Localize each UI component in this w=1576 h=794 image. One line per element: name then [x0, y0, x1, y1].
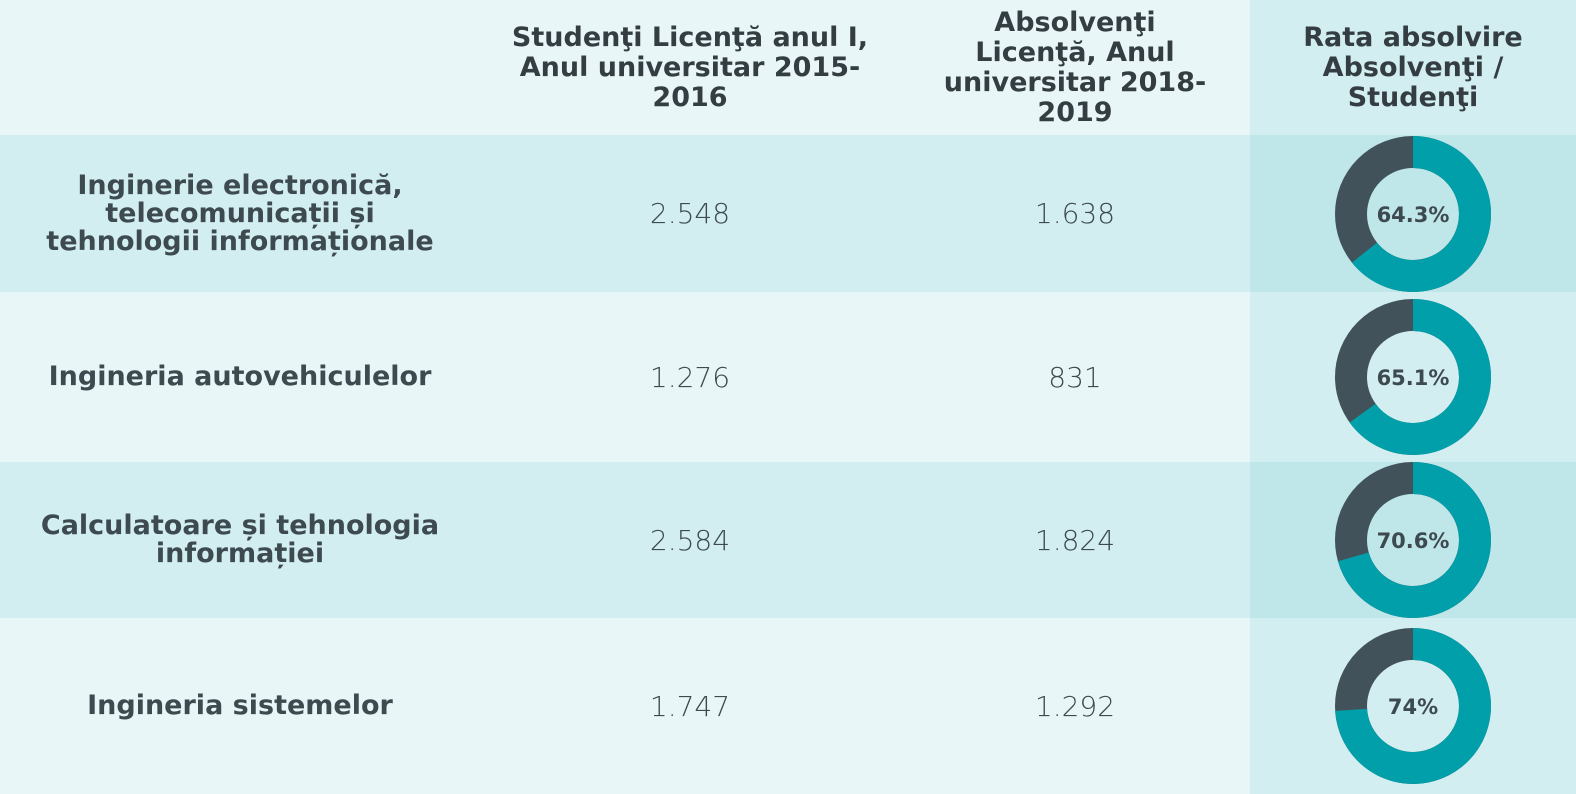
row-name: Ingineria autovehiculelor — [48, 361, 432, 392]
donut: 64.3% — [1335, 135, 1491, 292]
donut-arc — [1349, 299, 1491, 455]
header-cell: Absolvenţi Licenţă, Anul universitar 201… — [943, 6, 1207, 128]
rate-cell: 70.6% — [1250, 462, 1576, 618]
students-value: 1.747 — [649, 689, 731, 723]
donut-arc — [1337, 462, 1491, 618]
header-cell — [0, 0, 480, 135]
donut-arc — [1351, 135, 1491, 292]
header-cell: Studenţi Licenţă anul I, Anul universita… — [511, 21, 869, 113]
table-row: Inginerie electronică, telecomunicații ș… — [0, 135, 1576, 292]
graduates-value: 1.292 — [1034, 689, 1116, 723]
graduates-value: 1.824 — [1034, 523, 1116, 557]
header-cell: Rata absolvire Absolvenţi / Studenţi — [1250, 0, 1576, 135]
table-row: Ingineria sistemelor 1.747 1.292 74% — [0, 618, 1576, 794]
header-row: Studenţi Licenţă anul I, Anul universita… — [0, 0, 1576, 135]
rate-label: 74% — [1388, 695, 1438, 719]
row-name: Inginerie electronică, telecomunicații ș… — [46, 169, 434, 257]
table-row: Ingineria autovehiculelor 1.276 831 65.1% — [0, 292, 1576, 462]
donut-arc — [1335, 628, 1491, 784]
rate-cell: 74% — [1250, 618, 1576, 794]
students-value: 1.276 — [649, 360, 731, 394]
table-row: Calculatoare și tehnologia informației 2.… — [0, 462, 1576, 618]
donut: 74% — [1335, 628, 1491, 784]
graduates-value: 1.638 — [1034, 197, 1116, 230]
row-name: Calculatoare și tehnologia informației — [40, 510, 440, 569]
rate-label: 70.6% — [1377, 529, 1450, 553]
students-value: 2.548 — [649, 197, 731, 230]
rate-cell: 65.1% — [1250, 292, 1576, 462]
students-value: 2.584 — [649, 523, 731, 557]
rate-label: 64.3% — [1377, 203, 1450, 227]
rate-label: 65.1% — [1377, 366, 1450, 390]
donut: 70.6% — [1335, 462, 1491, 618]
row-name: Ingineria sistemelor — [87, 690, 393, 721]
rate-cell: 64.3% — [1250, 135, 1576, 292]
graduates-value: 831 — [1048, 360, 1102, 394]
donut: 65.1% — [1335, 299, 1491, 455]
